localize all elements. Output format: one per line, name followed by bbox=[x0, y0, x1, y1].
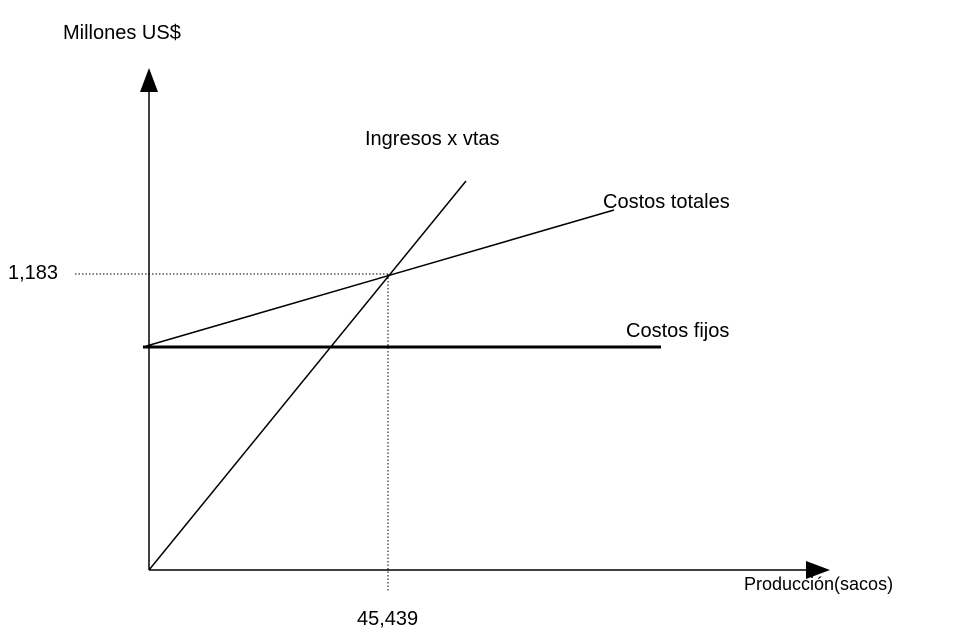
fixed-cost-label: Costos fijos bbox=[626, 320, 729, 342]
revenue-line bbox=[148, 180, 467, 571]
total-cost-label: Costos totales bbox=[603, 191, 730, 213]
revenue-label: Ingresos x vtas bbox=[365, 128, 500, 150]
x-axis-label: Producción(sacos) bbox=[744, 574, 893, 594]
break-even-y-label: 1,183 bbox=[8, 262, 58, 284]
x-axis-arrow bbox=[806, 561, 830, 579]
total-cost-line bbox=[142, 209, 615, 348]
break-even-x-label: 45,439 bbox=[357, 608, 418, 630]
y-axis-arrow bbox=[140, 68, 158, 92]
y-axis-label: Millones US$ bbox=[63, 22, 181, 44]
